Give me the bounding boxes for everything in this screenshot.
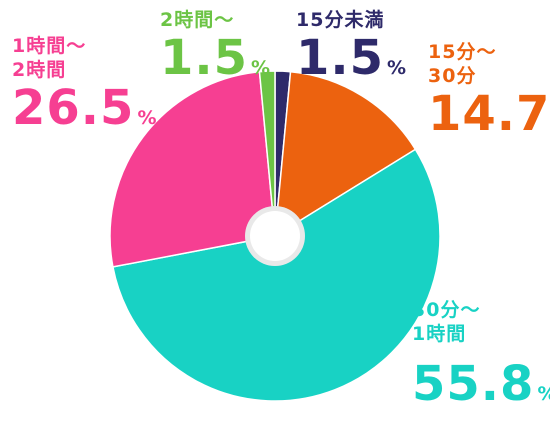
slice-label: 2時間〜 (160, 9, 235, 31)
pie-slice-4 (109, 70, 276, 268)
slice-value: 14.7 (428, 86, 550, 142)
slice-label: 30分〜 (412, 299, 481, 321)
label-over-2hours: 2時間〜 1.5% (160, 8, 270, 82)
slice-label: 15分未満 (296, 9, 385, 31)
slice-label: 1時間 (412, 323, 467, 345)
slice-value: 26.5 (12, 80, 135, 136)
slice-label: 2時間 (12, 59, 67, 81)
percent-unit: % (537, 383, 550, 405)
percent-unit: % (251, 57, 271, 79)
slice-label: 30分 (428, 65, 477, 87)
pie-slice-2 (274, 70, 417, 238)
slice-value: 1.5 (160, 30, 249, 86)
center-hole (250, 211, 300, 261)
slice-value: 55.8 (412, 356, 535, 412)
slice-value: 1.5 (296, 30, 385, 86)
percent-unit: % (137, 107, 157, 129)
percent-unit: % (387, 57, 407, 79)
label-under-15min: 15分未満 1.5% (296, 8, 406, 82)
label-30min-1hour: 30分〜 1時間 55.8% (412, 298, 550, 408)
pie-slice-5 (258, 70, 276, 237)
pie-slice-3 (112, 148, 441, 402)
label-1-2hours: 1時間〜 2時間 26.5% (12, 34, 156, 132)
slice-label: 15分〜 (428, 41, 497, 63)
label-15-30min: 15分〜 30分 14.7% (428, 40, 550, 138)
slice-label: 1時間〜 (12, 35, 87, 57)
